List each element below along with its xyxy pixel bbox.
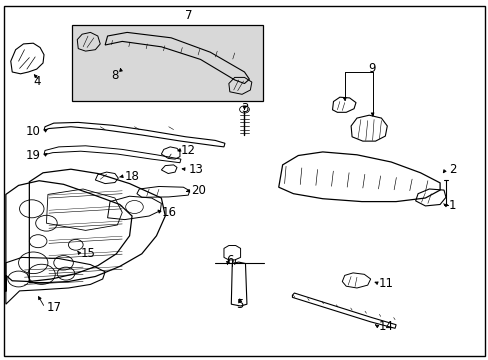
Text: 19: 19 [25, 149, 41, 162]
Text: 18: 18 [124, 170, 139, 183]
Text: 6: 6 [225, 255, 233, 267]
Text: 2: 2 [448, 163, 455, 176]
Text: 17: 17 [46, 301, 61, 314]
Text: 5: 5 [235, 298, 243, 311]
Text: 20: 20 [190, 184, 205, 197]
Text: 9: 9 [367, 62, 375, 75]
Text: 11: 11 [378, 277, 393, 290]
Text: 10: 10 [26, 125, 41, 138]
Text: 15: 15 [81, 247, 95, 260]
Text: 4: 4 [33, 75, 41, 87]
Text: 14: 14 [378, 320, 393, 333]
Text: 13: 13 [188, 163, 203, 176]
Text: 3: 3 [240, 102, 248, 114]
Text: 16: 16 [161, 206, 176, 219]
Text: 8: 8 [111, 69, 119, 82]
Text: 7: 7 [184, 9, 192, 22]
Text: 1: 1 [448, 199, 455, 212]
Text: 12: 12 [181, 144, 196, 157]
Bar [72, 25, 263, 101]
